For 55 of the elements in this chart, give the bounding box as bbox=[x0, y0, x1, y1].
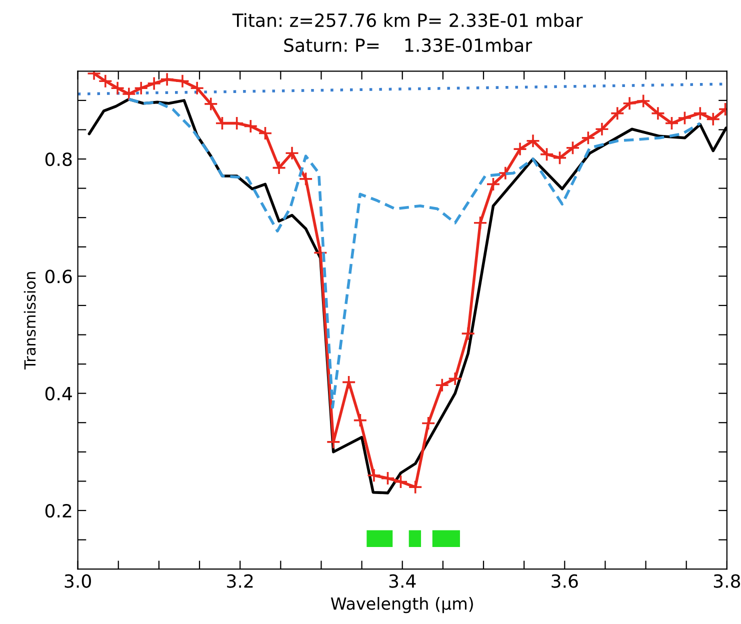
point bbox=[636, 94, 650, 108]
point bbox=[650, 106, 666, 120]
point bbox=[134, 80, 148, 96]
x-tick-label: 3.6 bbox=[552, 574, 578, 588]
point bbox=[243, 119, 258, 134]
point bbox=[692, 106, 708, 120]
point bbox=[678, 110, 692, 126]
point bbox=[408, 480, 422, 494]
point bbox=[486, 177, 500, 192]
point bbox=[342, 375, 356, 390]
point bbox=[98, 74, 113, 88]
point bbox=[434, 378, 450, 392]
point bbox=[594, 122, 610, 136]
line-series bbox=[128, 98, 702, 409]
point bbox=[448, 372, 462, 386]
point bbox=[110, 80, 125, 96]
point bbox=[421, 416, 436, 430]
point bbox=[460, 326, 476, 341]
point bbox=[664, 116, 679, 130]
y-tick-label: 0.6 bbox=[45, 270, 72, 284]
point bbox=[610, 106, 625, 120]
point bbox=[366, 468, 382, 483]
point bbox=[473, 216, 488, 230]
x-tick-label: 3.4 bbox=[389, 574, 416, 588]
point bbox=[706, 112, 720, 126]
point bbox=[394, 474, 408, 489]
point bbox=[146, 76, 162, 91]
point bbox=[175, 74, 190, 88]
chart-subtitle: Saturn: P= 1.33E-01mbar bbox=[284, 38, 532, 52]
point bbox=[122, 86, 136, 102]
point bbox=[581, 130, 596, 146]
point bbox=[353, 413, 368, 428]
point bbox=[540, 147, 554, 162]
point bbox=[272, 160, 286, 175]
point bbox=[380, 471, 395, 486]
point bbox=[622, 96, 637, 111]
point bbox=[512, 142, 528, 156]
point bbox=[190, 80, 204, 96]
y-tick-label: 0.2 bbox=[45, 504, 72, 518]
x-tick-label: 3.2 bbox=[227, 574, 253, 588]
y-tick-label: 0.4 bbox=[45, 386, 72, 400]
point bbox=[204, 96, 218, 112]
point bbox=[258, 126, 272, 140]
point bbox=[298, 172, 313, 186]
x-axis-title: Wavelength (μm) bbox=[330, 596, 473, 614]
chart-title: Titan: z=257.76 km P= 2.33E-01 mbar bbox=[232, 13, 583, 28]
point bbox=[284, 146, 300, 160]
x-tick-label: 3.0 bbox=[64, 574, 91, 588]
point bbox=[526, 134, 540, 148]
x-tick-label: 3.8 bbox=[714, 574, 740, 588]
y-axis-title: Transmission bbox=[24, 272, 36, 370]
point bbox=[160, 72, 174, 86]
y-tick-label: 0.8 bbox=[45, 152, 72, 166]
point bbox=[552, 150, 567, 165]
point bbox=[566, 140, 580, 156]
